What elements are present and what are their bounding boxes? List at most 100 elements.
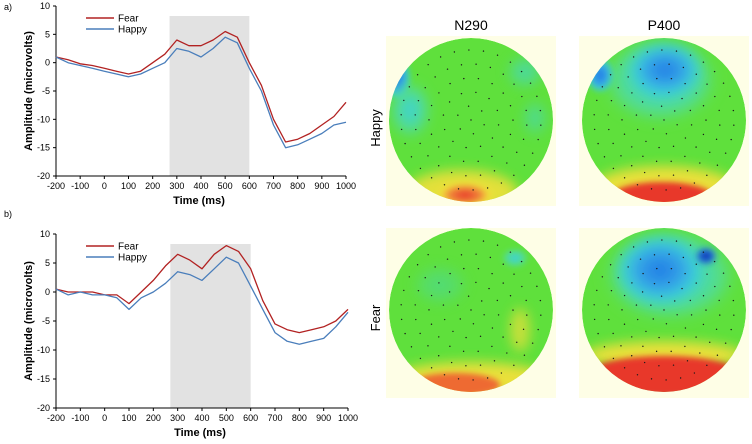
electrode-dot [477,77,480,80]
electrode-dot [693,372,696,374]
electrode-dot [702,105,705,107]
electrode-dot [689,299,692,302]
electrode-dot [481,300,483,302]
electrode-dot [601,276,604,278]
electrode-dot [424,87,426,89]
electrode-dot [733,314,735,316]
electrode-dot [488,97,490,100]
electrode-dot [679,377,682,379]
electrode-dot [705,119,707,121]
electrode-dot [491,82,493,85]
erp-chart-b: 10 5 0 -5 -10 -15 -20-200 -100 0 100 200 300 400 500 6… [4,209,358,439]
electrode-dot [658,146,660,149]
electrode-dot [686,170,689,172]
electrode-dot [655,350,658,353]
electrode-dot [509,61,512,63]
y-tick-label: 0 [45,58,50,68]
electrode-dot [457,378,460,380]
x-tick-label: 1000 [338,413,358,423]
analysis-window [170,244,251,408]
electrode-dot [443,128,446,131]
electrode-dot [430,367,433,369]
electrode-dot [612,142,614,145]
electrode-dot [672,364,675,366]
electrode-dot [695,336,697,338]
electrode-dot [668,63,670,65]
electrode-dot [477,350,479,353]
electrode-dot [506,162,508,164]
electrode-dot [732,299,735,302]
electrode-dot [695,146,697,148]
row-label-fear: Fear [368,304,383,331]
electrode-dot [658,365,660,367]
electrode-dot [722,82,725,84]
electrode-dot [448,101,451,103]
electrode-dot [419,167,422,170]
panel-label: a) [4,2,12,12]
electrode-dot [430,133,433,135]
electrode-dot [468,49,470,51]
electrode-dot [512,119,514,121]
electrode-dot [460,254,463,256]
electrode-dot [502,73,504,75]
electrode-dot [417,289,420,292]
electrode-dot [419,332,421,335]
y-tick-label: -5 [42,86,50,96]
y-tick-label: -5 [42,316,50,326]
electrode-dot [438,146,440,148]
electrode-dot [424,277,426,279]
electrode-dot [502,263,504,265]
electrode-dot [452,330,454,333]
electrode-dot [716,164,719,166]
topomap-fear-p400 [579,228,749,398]
electrode-dot [438,282,440,284]
electrode-dot [689,244,692,246]
electrode-dot [631,336,633,338]
electrode-dot [416,74,419,76]
electrode-dot [462,160,465,163]
electrode-dot [695,282,697,284]
electrode-dot [684,137,687,139]
electrode-dot [608,128,610,131]
electrode-dot [684,82,686,85]
electrode-dot [639,258,642,260]
electrode-dot [452,140,454,143]
electrode-dot [400,128,403,131]
electrode-dot [607,114,609,116]
x-tick-label: 0 [102,413,107,423]
electrode-dot [653,92,656,95]
x-tick-label: 700 [266,181,281,191]
electrode-dot [430,177,433,179]
electrode-dot [450,171,453,174]
electrode-dot [540,314,542,316]
electrode-dot [434,266,436,268]
electrode-dot [639,68,642,70]
y-tick-label: -20 [37,403,50,413]
x-tick-label: -100 [71,413,89,423]
electrode-dot [668,91,670,94]
electrode-dot [709,151,711,153]
erp-chart-a: 10 5 0 -5 -10 -15 -20-200 -100 0 100 200 300 400 500 6… [4,1,356,207]
electrode-dot [403,289,405,292]
electrode-dot [428,309,430,311]
electrode-dot [623,367,626,369]
electrode-dot [502,336,504,338]
electrode-dot [449,272,451,275]
x-tick-label: 400 [193,181,208,191]
electrode-dot [650,378,653,380]
electrode-dot [646,51,649,53]
x-tick-label: -200 [47,181,65,191]
electrode-dot [672,145,675,148]
electrode-dot [430,104,433,107]
electrode-dot [491,155,493,158]
electrode-dot [658,336,660,339]
electrode-dot [465,365,467,367]
electrode-dot [609,264,612,266]
electrode-dot [705,309,707,311]
electrode-dot [674,110,676,112]
electrode-dot [465,175,467,177]
x-tick-label: 1000 [336,181,356,191]
electrode-dot [531,152,534,154]
electrode-dot [446,68,449,70]
electrode-dot [702,295,705,297]
